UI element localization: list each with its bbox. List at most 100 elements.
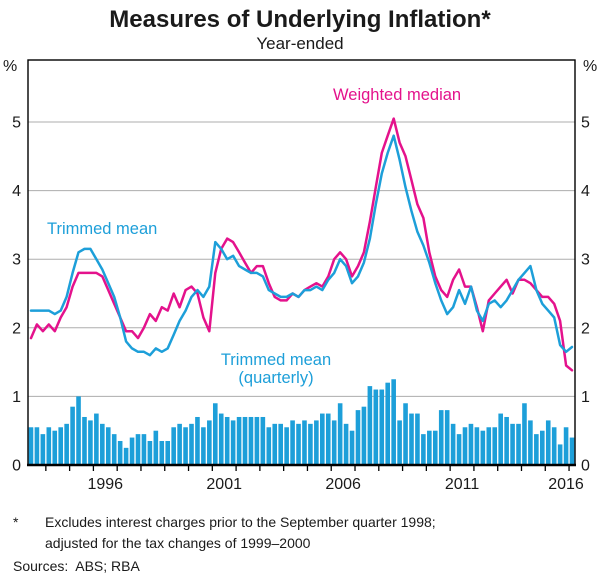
quarterly-bar [290,420,295,465]
y-tick-label-left: 5 [12,115,21,132]
quarterly-bar [456,434,462,465]
quarterly-bar [331,420,337,465]
quarterly-bar [34,427,40,465]
quarterly-bar [563,427,569,465]
quarterly-bar [278,423,283,465]
quarterly-bar [551,427,557,465]
quarterly-bar [450,423,456,465]
quarterly-bar [320,413,325,465]
quarterly-bar [171,427,176,465]
quarterly-bar [421,434,426,465]
quarterly-bar [379,389,385,465]
quarterly-bar [349,430,355,465]
quarterly-bar [224,416,230,465]
weighted-median-label: Weighted median [333,86,462,104]
y-tick-label-left: 2 [12,320,21,337]
sources-line: Sources: ABS; RBA [13,558,140,574]
quarterly-bar [373,389,379,465]
plot-frame [27,59,576,466]
quarterly-bar [159,440,165,465]
y-tick-label-right: 1 [581,389,590,406]
y-tick-label-right: 4 [581,183,590,200]
quarterly-bar [409,413,414,465]
quarterly-bar [46,427,52,465]
quarterly-bar [284,427,289,465]
trimmed-mean-quarterly-label: Trimmed mean (quarterly) [176,351,376,387]
y-tick-label-left: 1 [12,389,21,406]
quarterly-bar [462,427,468,465]
quarterly-bar [516,423,521,465]
y-axis-unit-right: % [583,58,598,75]
quarterly-bar [242,416,248,465]
quarterly-bar [207,420,212,465]
quarterly-bar [100,423,105,465]
quarterly-bar [534,434,539,465]
quarterly-bar [528,420,533,465]
quarterly-bar [40,434,46,465]
quarterly-bar [308,423,313,465]
chart-title: Measures of Underlying Inflation* [109,6,491,33]
quarterly-bar [236,416,242,465]
x-tick-label: 2016 [548,476,584,493]
quarterly-bar [117,440,123,465]
trimmed-mean-quarterly-label-line1: Trimmed mean [220,351,332,369]
x-tick-label: 2011 [445,476,480,493]
quarterly-bar [391,379,396,465]
quarterly-bar [325,413,331,465]
quarterly-bar [444,410,450,465]
quarterly-bar [123,447,129,465]
quarterly-bar [254,416,260,465]
trimmed-mean-line [29,134,574,357]
quarterly-bar [82,416,87,465]
quarterly-bar [189,423,194,465]
quarterly-bar [111,434,117,465]
y-tick-label-right: 3 [581,252,590,269]
footnote-marker: * [13,514,19,530]
quarterly-bar [230,420,236,465]
quarterly-bar [177,423,182,465]
quarterly-bar [355,410,361,465]
quarterly-bar [343,423,349,465]
y-axis-unit-left: % [3,58,18,75]
x-tick-label: 1996 [87,476,123,493]
footnote-line2: adjusted for the tax changes of 1999–200… [45,535,311,551]
weighted-median-line [29,117,574,372]
quarterly-bar [522,403,527,465]
quarterly-bar [314,420,319,465]
quarterly-bar [218,413,224,465]
quarterly-bar [385,382,391,465]
quarterly-bar [272,423,278,465]
quarterly-bar [302,420,307,465]
quarterly-bar [88,420,93,465]
chart-subtitle: Year-ended [256,34,344,53]
quarterly-bar [260,416,266,465]
quarterly-bar [195,416,200,465]
quarterly-bar [557,444,563,465]
y-tick-label-right: 2 [581,320,590,337]
quarterly-bar [129,437,135,465]
quarterly-bar [135,434,141,465]
quarterly-bar [296,423,301,465]
quarterly-bar [28,427,34,465]
quarterly-bar [105,427,111,465]
quarterly-bar [64,423,69,465]
quarterly-bar [361,406,367,465]
quarterly-bar [153,430,159,465]
plot-area: 0 0 1 1 2 2 3 3 4 4 5 5 1996 2001 2006 2011 2016 [12,59,590,493]
quarterly-bar [438,410,444,465]
quarterly-bar [367,386,373,465]
quarterly-bar [569,437,575,465]
quarterly-bar [183,427,188,465]
quarterly-bar [480,430,486,465]
quarterly-bar [468,423,474,465]
quarterly-bar [248,416,254,465]
y-tick-label-left: 0 [12,458,21,475]
quarterly-bar [58,427,64,465]
quarterly-bar [545,420,551,465]
quarterly-bar [337,403,343,465]
quarterly-bar [415,413,420,465]
quarterly-bar [76,396,81,465]
quarterly-bar [141,434,147,465]
quarterly-bar [52,430,58,465]
